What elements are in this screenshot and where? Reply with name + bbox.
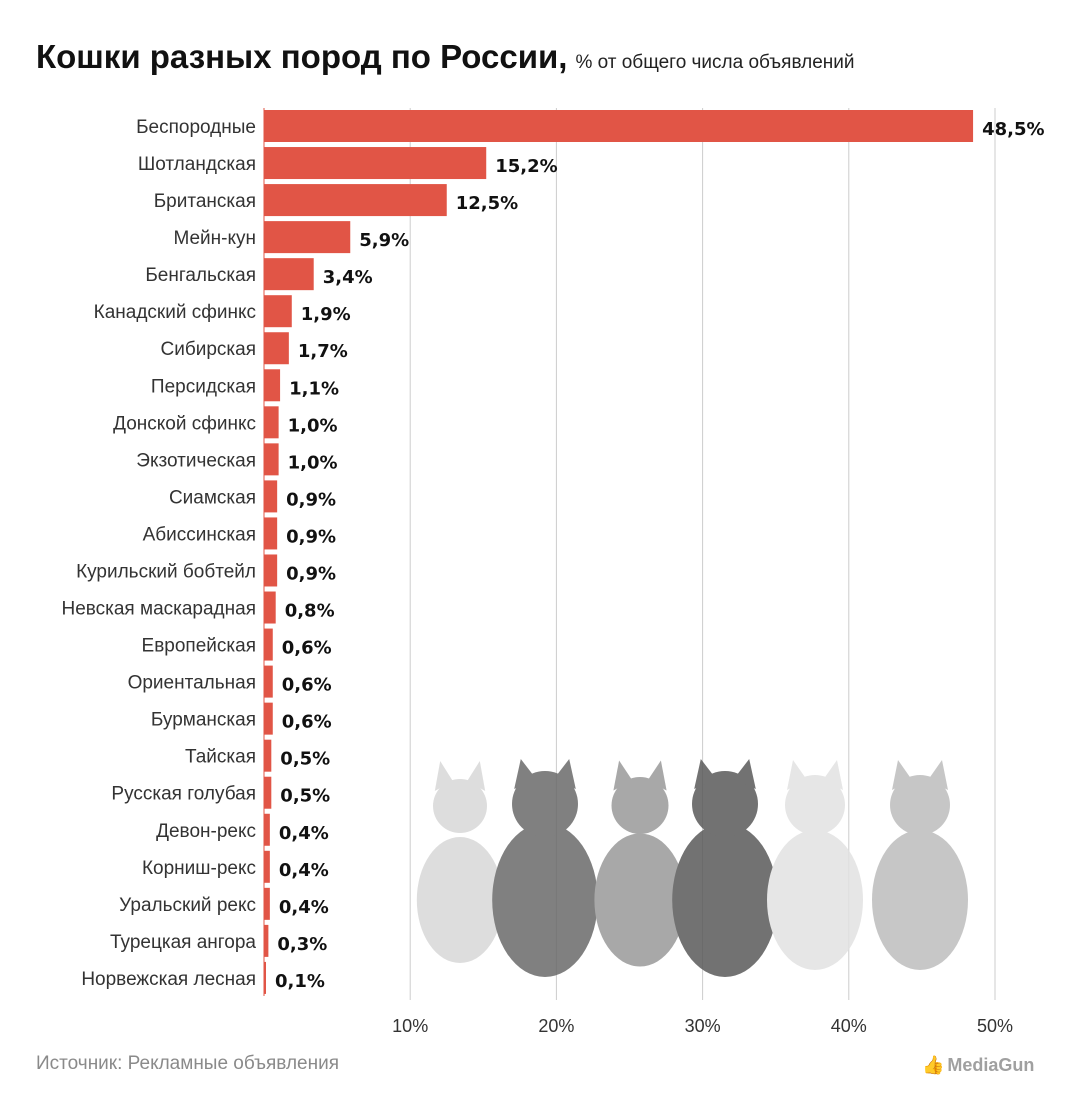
category-label: Мейн-кун — [173, 228, 256, 249]
category-label: Канадский сфинкс — [94, 302, 256, 323]
bar — [264, 480, 278, 513]
data-label: 1,0% — [288, 415, 338, 436]
category-label: Норвежская лесная — [81, 969, 256, 990]
x-tick-label: 10% — [392, 1016, 428, 1036]
category-label: Сибирская — [161, 339, 256, 360]
chart-subtitle: % от общего числа объявлений — [575, 52, 855, 73]
category-label: Экзотическая — [136, 450, 256, 471]
x-tick-label: 20% — [538, 1016, 574, 1036]
bar — [264, 295, 292, 328]
bar — [264, 517, 278, 550]
data-label: 15,2% — [495, 156, 557, 177]
category-label: Ориентальная — [128, 673, 256, 694]
category-label: Абиссинская — [143, 524, 256, 545]
data-label: 12,5% — [456, 193, 518, 214]
bar — [264, 554, 278, 587]
bar — [264, 221, 351, 254]
bar — [264, 591, 276, 624]
data-label: 1,0% — [288, 452, 338, 473]
data-label: 0,9% — [286, 563, 336, 584]
bar — [264, 258, 314, 291]
data-label: 0,8% — [285, 601, 335, 622]
bar — [264, 628, 273, 661]
title-text: Кошки разных пород по России, — [36, 38, 568, 75]
bar — [264, 961, 266, 994]
bar — [264, 443, 279, 476]
category-label: Европейская — [142, 636, 256, 657]
category-label: Сиамская — [169, 487, 256, 508]
data-label: 1,1% — [289, 378, 339, 399]
data-label: 48,5% — [982, 119, 1044, 140]
category-label: Курильский бобтейл — [76, 561, 256, 582]
logo-text: MediaGun — [947, 1055, 1035, 1075]
category-label: Девон-рекс — [156, 821, 256, 842]
data-label: 0,4% — [279, 823, 329, 844]
data-label: 0,4% — [279, 897, 329, 918]
category-label: Беспородные — [136, 117, 256, 138]
x-tick-label: 30% — [685, 1016, 721, 1036]
category-label: Бенгальская — [145, 265, 256, 286]
data-label: 0,9% — [286, 526, 336, 547]
thumbs-up-icon: 👍 — [922, 1055, 945, 1075]
chart-title: Кошки разных пород по России, % от общего… — [36, 38, 855, 76]
bar — [264, 665, 273, 698]
category-label: Уральский рекс — [119, 895, 256, 916]
bar — [264, 924, 269, 957]
data-label: 0,5% — [280, 786, 330, 807]
data-label: 0,9% — [286, 489, 336, 510]
bar — [264, 110, 974, 142]
bar — [264, 813, 270, 846]
x-tick-label: 40% — [831, 1016, 867, 1036]
data-label: 0,6% — [282, 675, 332, 696]
category-label: Турецкая ангора — [110, 932, 256, 953]
bar — [264, 739, 272, 772]
data-label: 1,9% — [301, 304, 351, 325]
category-label: Персидская — [151, 376, 256, 397]
data-label: 1,7% — [298, 341, 348, 362]
category-label: Корниш-рекс — [142, 858, 256, 879]
bar — [264, 406, 279, 439]
data-label: 0,6% — [282, 712, 332, 733]
x-tick-label: 50% — [977, 1016, 1013, 1036]
category-label: Тайская — [185, 747, 256, 768]
bar — [264, 702, 273, 735]
data-label: 0,3% — [277, 934, 327, 955]
bar — [264, 332, 289, 365]
data-label: 0,5% — [280, 749, 330, 770]
bar — [264, 184, 447, 217]
data-label: 5,9% — [359, 230, 409, 251]
category-label: Невская маскарадная — [61, 599, 256, 620]
category-label: Донской сфинкс — [113, 413, 256, 434]
data-label: 0,6% — [282, 638, 332, 659]
source-note: Источник: Рекламные объявления — [36, 1053, 339, 1074]
bar — [264, 369, 281, 402]
cats-photo — [416, 759, 968, 977]
bar — [264, 850, 270, 883]
category-label: Британская — [154, 191, 256, 212]
data-label: 0,1% — [275, 971, 325, 992]
category-label: Шотландская — [138, 154, 256, 175]
mediagun-logo: 👍 MediaGun — [922, 1055, 1034, 1076]
category-label: Русская голубая — [111, 784, 256, 805]
bar — [264, 147, 487, 180]
bar — [264, 887, 270, 920]
category-label: Бурманская — [151, 710, 256, 731]
data-label: 0,4% — [279, 860, 329, 881]
bar — [264, 776, 272, 809]
data-label: 3,4% — [323, 267, 373, 288]
